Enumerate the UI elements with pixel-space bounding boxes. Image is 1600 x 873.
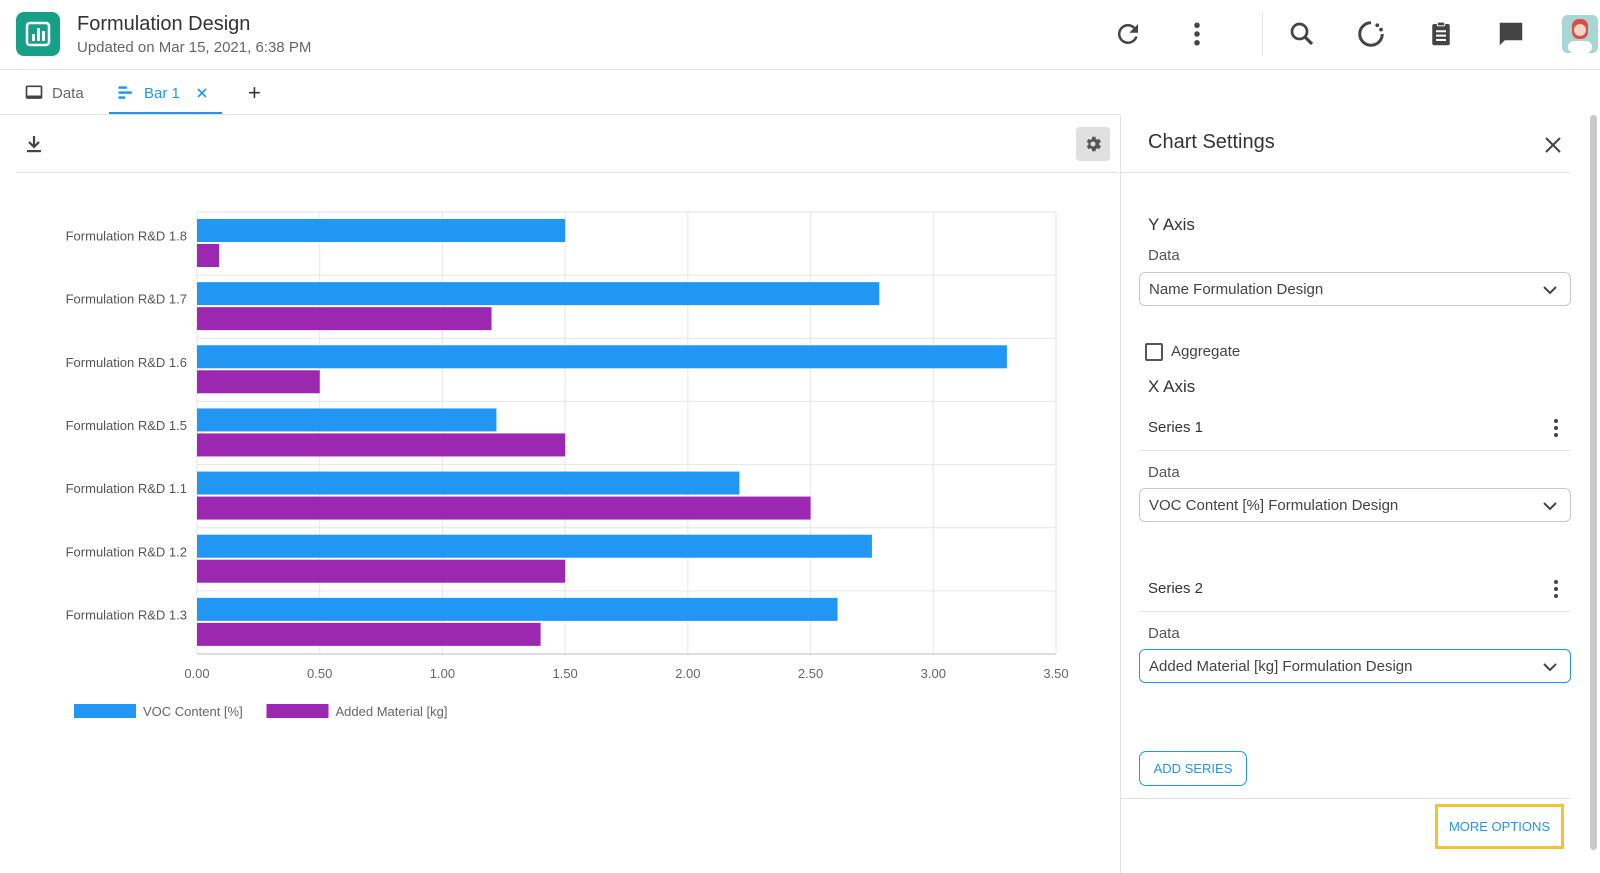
tab-data[interactable]: Data bbox=[24, 71, 84, 115]
page-subtitle: Updated on Mar 15, 2021, 6:38 PM bbox=[77, 39, 312, 56]
y-category-label: Formulation R&D 1.2 bbox=[66, 544, 187, 559]
chevron-down-icon bbox=[1542, 659, 1558, 675]
more-options-button[interactable]: MORE OPTIONS bbox=[1435, 804, 1564, 849]
x-axis-heading: X Axis bbox=[1148, 377, 1196, 396]
search-icon[interactable] bbox=[1284, 16, 1320, 52]
add-tab-button[interactable]: + bbox=[248, 80, 261, 105]
legend-swatch bbox=[74, 704, 136, 718]
bar-added-material bbox=[197, 370, 320, 394]
bar-voc-content bbox=[197, 534, 872, 558]
tab-bar-1-label: Bar 1 bbox=[144, 84, 180, 102]
series-1-menu-icon[interactable] bbox=[1551, 417, 1561, 439]
legend-swatch bbox=[266, 704, 329, 718]
panel-footer-divider bbox=[1121, 798, 1571, 799]
tab-bar: Data Bar 1 + bbox=[0, 71, 1600, 115]
x-tick-label: 1.00 bbox=[430, 666, 455, 681]
close-panel-icon[interactable] bbox=[1539, 131, 1567, 159]
bar-chart-icon bbox=[116, 83, 136, 103]
header-divider bbox=[1262, 12, 1263, 56]
bar-voc-content bbox=[197, 408, 497, 432]
clipboard-icon[interactable] bbox=[1423, 16, 1459, 52]
chart-settings-button[interactable] bbox=[1076, 127, 1110, 161]
series-1-label: Series 1 bbox=[1148, 419, 1204, 436]
y-category-label: Formulation R&D 1.7 bbox=[66, 292, 187, 307]
x-tick-label: 2.50 bbox=[798, 666, 823, 681]
tab-data-label: Data bbox=[52, 84, 84, 102]
series-2-data-select[interactable]: Added Material [kg] Formulation Design bbox=[1139, 649, 1571, 683]
app-logo-icon[interactable] bbox=[16, 12, 60, 56]
gear-icon bbox=[1083, 134, 1103, 154]
bar-added-material bbox=[197, 622, 541, 646]
series-2-label: Series 2 bbox=[1148, 580, 1204, 597]
more-vert-icon[interactable] bbox=[1179, 16, 1215, 52]
series-1-divider bbox=[1139, 450, 1571, 451]
series-2-menu-icon[interactable] bbox=[1551, 578, 1561, 600]
x-tick-label: 2.00 bbox=[675, 666, 700, 681]
bar-voc-content bbox=[197, 282, 880, 306]
x-tick-label: 3.00 bbox=[921, 666, 946, 681]
bar-voc-content bbox=[197, 597, 838, 621]
panel-divider bbox=[1121, 172, 1571, 173]
y-axis-data-label: Data bbox=[1148, 247, 1180, 264]
chevron-down-icon bbox=[1542, 282, 1558, 298]
legend-label: VOC Content [%] bbox=[143, 704, 243, 719]
refresh-icon[interactable] bbox=[1110, 16, 1146, 52]
aggregate-checkbox[interactable] bbox=[1145, 343, 1163, 361]
x-tick-label: 0.00 bbox=[184, 666, 209, 681]
bar-voc-content bbox=[197, 471, 740, 495]
panel-scrollbar[interactable] bbox=[1590, 115, 1597, 850]
tabs-divider bbox=[0, 114, 1120, 115]
series-1-data-select[interactable]: VOC Content [%] Formulation Design bbox=[1139, 488, 1571, 522]
bar-voc-content bbox=[197, 345, 1007, 369]
bar-chart: 0.00 0.50 1.00 1.50 2.00 2.50 3.00 3.50 Formulat… bbox=[66, 211, 1069, 719]
active-tab-indicator bbox=[109, 112, 222, 114]
monitor-icon bbox=[24, 83, 44, 103]
y-axis-heading: Y Axis bbox=[1148, 215, 1195, 234]
series-2-data-value: Added Material [kg] Formulation Design bbox=[1149, 657, 1413, 675]
x-tick-label: 3.50 bbox=[1043, 666, 1068, 681]
y-category-label: Formulation R&D 1.5 bbox=[66, 418, 187, 433]
add-series-button[interactable]: ADD SERIES bbox=[1139, 751, 1247, 786]
user-avatar[interactable] bbox=[1562, 15, 1598, 53]
series-2-divider bbox=[1139, 611, 1571, 612]
bar-added-material bbox=[197, 307, 492, 331]
loading-icon[interactable] bbox=[1353, 16, 1389, 52]
aggregate-label: Aggregate bbox=[1171, 343, 1241, 360]
x-tick-label: 0.50 bbox=[307, 666, 332, 681]
tab-bar-1[interactable]: Bar 1 bbox=[116, 71, 208, 115]
y-category-label: Formulation R&D 1.6 bbox=[66, 355, 187, 370]
app-header: Formulation Design Updated on Mar 15, 20… bbox=[0, 0, 1600, 70]
chart-settings-panel: Chart Settings Y Axis Data Name Formulat… bbox=[1120, 115, 1586, 873]
chevron-down-icon bbox=[1542, 498, 1558, 514]
page-title: Formulation Design bbox=[77, 13, 251, 35]
y-category-label: Formulation R&D 1.3 bbox=[66, 607, 187, 622]
bar-added-material bbox=[197, 433, 566, 457]
chart-toolbar-divider bbox=[16, 172, 1118, 173]
chat-icon[interactable] bbox=[1493, 16, 1529, 52]
y-axis-data-value: Name Formulation Design bbox=[1149, 280, 1324, 298]
close-tab-icon[interactable] bbox=[196, 87, 208, 99]
bar-added-material bbox=[197, 244, 220, 267]
x-tick-label: 1.50 bbox=[552, 666, 577, 681]
y-category-label: Formulation R&D 1.1 bbox=[66, 481, 187, 496]
bar-added-material bbox=[197, 559, 566, 583]
series-1-data-label: Data bbox=[1148, 464, 1180, 481]
series-1-data-value: VOC Content [%] Formulation Design bbox=[1149, 496, 1399, 514]
y-axis-data-select[interactable]: Name Formulation Design bbox=[1139, 272, 1571, 306]
panel-title: Chart Settings bbox=[1148, 131, 1275, 153]
bar-voc-content bbox=[197, 219, 566, 242]
y-category-label: Formulation R&D 1.8 bbox=[66, 229, 187, 244]
bar-added-material bbox=[197, 496, 811, 520]
legend-label: Added Material [kg] bbox=[336, 704, 448, 719]
series-2-data-label: Data bbox=[1148, 625, 1180, 642]
download-icon[interactable] bbox=[22, 132, 46, 156]
